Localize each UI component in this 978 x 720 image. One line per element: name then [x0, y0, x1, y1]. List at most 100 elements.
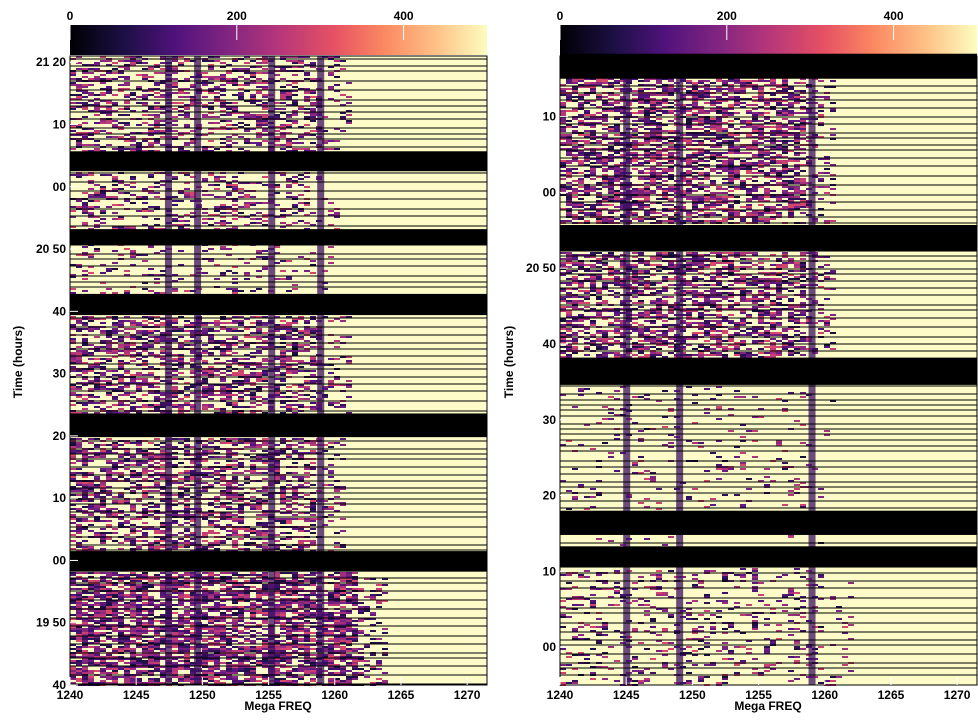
- heatmap-cell: [238, 620, 244, 622]
- heatmap-cell: [136, 364, 142, 366]
- heatmap-cell: [202, 76, 208, 78]
- heatmap-cell: [346, 102, 352, 104]
- heatmap-cell: [322, 576, 328, 578]
- heatmap-cell: [202, 330, 208, 332]
- heatmap-cell: [76, 446, 82, 448]
- heatmap-cell: [136, 500, 142, 502]
- heatmap-cell: [322, 620, 328, 622]
- heatmap-cell: [244, 382, 250, 384]
- heatmap-cell: [202, 272, 208, 274]
- heatmap-cell: [214, 214, 220, 216]
- heatmap-cell: [124, 454, 130, 456]
- heatmap-cell: [226, 192, 232, 194]
- heatmap-cell: [286, 546, 292, 548]
- heatmap-cell: [76, 356, 82, 358]
- heatmap-cell: [250, 204, 256, 206]
- heatmap-cell: [298, 530, 304, 532]
- heatmap-cell: [70, 288, 76, 290]
- heatmap-cell: [220, 206, 226, 208]
- heatmap-cell: [322, 130, 328, 132]
- heatmap-cell: [226, 512, 232, 514]
- heatmap-cell: [82, 316, 88, 318]
- heatmap-cell: [94, 104, 100, 106]
- heatmap-cell: [286, 550, 292, 552]
- heatmap-cell: [70, 500, 76, 502]
- heatmap-cell: [208, 352, 214, 354]
- heatmap-cell: [220, 66, 226, 68]
- heatmap-cell: [328, 86, 334, 88]
- heatmap-cell: [100, 482, 106, 484]
- heatmap-cell: [262, 82, 268, 84]
- heatmap-cell: [208, 438, 214, 440]
- heatmap-cell: [142, 508, 148, 510]
- heatmap-cell: [286, 324, 292, 326]
- heatmap-cell: [112, 640, 118, 642]
- heatmap-cell: [376, 584, 382, 586]
- heatmap-cell: [184, 578, 190, 580]
- heatmap-cell: [256, 222, 262, 224]
- heatmap-cell: [226, 628, 232, 630]
- heatmap-cell: [94, 628, 100, 630]
- heatmap-cell: [274, 636, 280, 638]
- heatmap-cell: [172, 218, 178, 220]
- heatmap-cell: [214, 512, 220, 514]
- heatmap-cell: [202, 322, 208, 324]
- heatmap-cell: [232, 442, 238, 444]
- heatmap-cell: [136, 336, 142, 338]
- heatmap-cell: [82, 632, 88, 634]
- heatmap-cell: [214, 228, 220, 230]
- heatmap-cell: [88, 524, 94, 526]
- heatmap-cell: [70, 494, 76, 496]
- heatmap-cell: [184, 150, 190, 152]
- heatmap-cell: [130, 476, 136, 478]
- heatmap-cell: [226, 144, 232, 146]
- heatmap-cell: [352, 576, 358, 578]
- heatmap-cell: [244, 628, 250, 630]
- heatmap-cell: [274, 460, 280, 462]
- heatmap-cell: [340, 630, 346, 632]
- heatmap-cell: [298, 518, 304, 520]
- heatmap-cell: [178, 92, 184, 94]
- heatmap-cell: [190, 518, 196, 520]
- heatmap-cell: [238, 212, 244, 214]
- heatmap-cell: [100, 538, 106, 540]
- heatmap-cell: [286, 532, 292, 534]
- heatmap-cell: [178, 346, 184, 348]
- heatmap-cell: [220, 216, 226, 218]
- heatmap-cell: [286, 84, 292, 86]
- heatmap-cell: [208, 374, 214, 376]
- heatmap-cell: [184, 580, 190, 582]
- heatmap-cell: [304, 64, 310, 66]
- heatmap-cell: [262, 108, 268, 110]
- heatmap-cell: [298, 126, 304, 128]
- heatmap-cell: [304, 468, 310, 470]
- heatmap-cell: [76, 254, 82, 256]
- heatmap-cell: [256, 624, 262, 626]
- heatmap-cell: [256, 386, 262, 388]
- heatmap-cell: [286, 488, 292, 490]
- heatmap-cell: [76, 98, 82, 100]
- heatmap-cell: [220, 626, 226, 628]
- heatmap-cell: [256, 250, 262, 252]
- heatmap-cell: [178, 580, 184, 582]
- heatmap-cell: [256, 456, 262, 458]
- heatmap-cell: [76, 94, 82, 96]
- heatmap-cell: [172, 92, 178, 94]
- heatmap-cell: [184, 632, 190, 634]
- heatmap-cell: [346, 636, 352, 638]
- heatmap-cell: [142, 646, 148, 648]
- heatmap-cell: [184, 534, 190, 536]
- heatmap-cell: [214, 642, 220, 644]
- heatmap-cell: [136, 486, 142, 488]
- heatmap-cell: [214, 472, 220, 474]
- heatmap-cell: [292, 644, 298, 646]
- heatmap-cell: [100, 350, 106, 352]
- heatmap-cell: [154, 122, 160, 124]
- heatmap-cell: [262, 116, 268, 118]
- heatmap-cell: [160, 512, 166, 514]
- heatmap-cell: [160, 112, 166, 114]
- heatmap-cell: [178, 584, 184, 586]
- heatmap-cell: [238, 472, 244, 474]
- heatmap-cell: [220, 384, 226, 386]
- heatmap-cell: [238, 358, 244, 360]
